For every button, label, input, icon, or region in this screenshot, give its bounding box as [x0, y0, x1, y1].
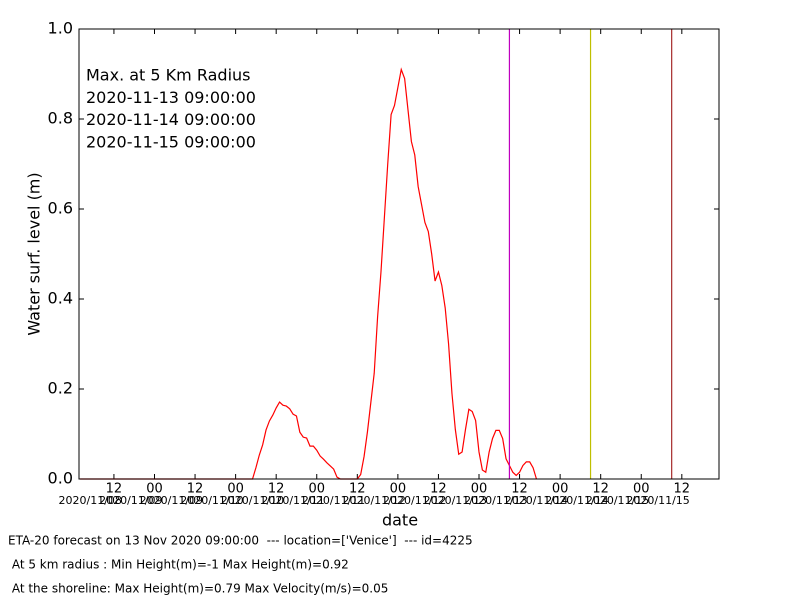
y-tick-label: 0.6 [48, 199, 73, 218]
footer-line: ETA-20 forecast on 13 Nov 2020 09:00:00 … [8, 534, 473, 548]
footer-line: At 5 km radius : Min Height(m)=-1 Max He… [8, 558, 349, 572]
x-tick-label: 00 [390, 482, 407, 497]
x-tick-date: 2020/11/11 [261, 494, 324, 507]
x-tick-date: 2020/11/11 [302, 494, 365, 507]
x-tick-date: 2020/11/10 [180, 494, 243, 507]
x-tick-date: 2020/11/15 [586, 494, 649, 507]
plot-frame [78, 28, 720, 480]
y-tick-label: 0.0 [48, 469, 73, 488]
legend-entry: Max. at 5 Km Radius [86, 66, 251, 85]
x-tick-label: 00 [552, 482, 569, 497]
x-tick-label: 00 [227, 482, 244, 497]
data-line [80, 67, 538, 480]
x-tick-date: 2020/11/15 [626, 494, 689, 507]
x-tick-date: 2020/11/08 [59, 494, 122, 507]
y-tick-label: 0.2 [48, 379, 73, 398]
x-tick-label: 12 [349, 482, 366, 497]
x-tick-date: 2020/11/09 [140, 494, 203, 507]
legend-entry: 2020-11-15 09:00:00 [86, 132, 256, 151]
x-tick-label: 12 [511, 482, 528, 497]
legend-entry: 2020-11-13 09:00:00 [86, 88, 256, 107]
footer-line: At the shoreline: Max Height(m)=0.79 Max… [8, 582, 388, 596]
x-tick-label: 00 [471, 482, 488, 497]
x-tick-label: 12 [106, 482, 123, 497]
x-tick-date: 2020/11/14 [505, 494, 568, 507]
x-tick-date: 2020/11/14 [545, 494, 608, 507]
x-tick-label: 12 [592, 482, 609, 497]
x-tick-date: 2020/11/10 [221, 494, 284, 507]
y-axis-label: Water surf. level (m) [25, 172, 44, 335]
x-tick-label: 00 [633, 482, 650, 497]
y-tick-label: 0.4 [48, 289, 73, 308]
x-tick-label: 12 [430, 482, 447, 497]
x-tick-label: 12 [268, 482, 285, 497]
x-tick-label: 00 [146, 482, 163, 497]
x-tick-date: 2020/11/12 [383, 494, 446, 507]
x-tick-label: 12 [674, 482, 691, 497]
x-tick-label: 00 [308, 482, 325, 497]
x-tick-date: 2020/11/09 [99, 494, 162, 507]
x-axis-label: date [382, 511, 418, 530]
y-tick-label: 1.0 [48, 19, 73, 38]
x-tick-date: 2020/11/13 [464, 494, 527, 507]
x-tick-label: 12 [187, 482, 204, 497]
x-tick-date: 2020/11/13 [424, 494, 487, 507]
legend-entry: 2020-11-14 09:00:00 [86, 110, 256, 129]
y-tick-label: 0.8 [48, 109, 73, 128]
x-tick-date: 2020/11/12 [342, 494, 405, 507]
